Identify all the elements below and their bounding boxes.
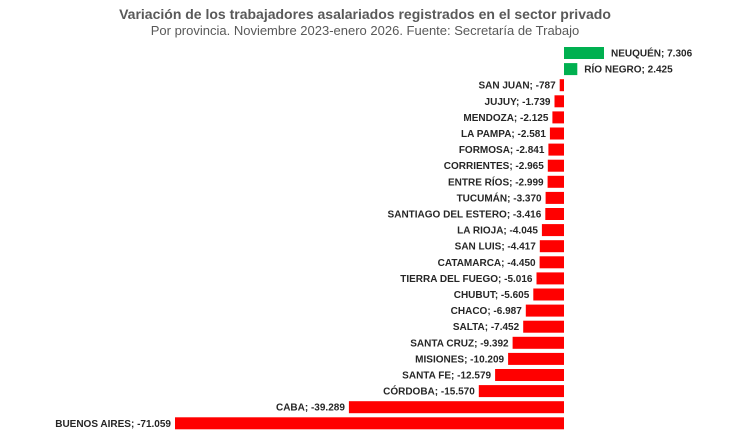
bar-label-cordoba: CÓRDOBA; -15.570: [383, 385, 475, 398]
bar-label-la-rioja: LA RIOJA; -4.045: [457, 226, 538, 237]
bar-mendoza: [552, 111, 564, 124]
bar-label-neuquen: NEUQUÉN; 7.306: [611, 47, 693, 60]
bar-label-chaco: CHACO; -6.987: [451, 306, 523, 317]
bar-label-buenos-aires: BUENOS AIRES; -71.059: [55, 419, 171, 430]
bar-label-la-pampa: LA PAMPA; -2.581: [461, 129, 546, 140]
bar-la-rioja: [541, 224, 564, 237]
bar-label-misiones: MISIONES; -10.209: [415, 354, 504, 365]
bar-label-san-luis: SAN LUIS; -4.417: [455, 242, 537, 253]
bar-label-corrientes: CORRIENTES; -2.965: [444, 161, 544, 172]
bar-jujuy: [554, 95, 564, 108]
bar-label-jujuy: JUJUY; -1.739: [485, 97, 551, 108]
bar-label-caba: CABA; -39.289: [276, 403, 345, 414]
bar-label-santa-cruz: SANTA CRUZ; -9.392: [410, 338, 509, 349]
bar-neuquen: [564, 47, 604, 59]
bar-label-santiago-del-estero: SANTIAGO DEL ESTERO; -3.416: [388, 210, 542, 221]
bar-san-luis: [539, 240, 564, 253]
bar-formosa: [548, 143, 564, 156]
bar-label-salta: SALTA; -7.452: [453, 322, 520, 333]
bar-santa-fe: [495, 369, 564, 381]
bar-chaco: [525, 304, 564, 317]
bar-rio-negro: [564, 63, 578, 76]
chart-subtitle: Por provincia. Noviembre 2023-enero 2026…: [150, 23, 580, 38]
bar-label-rio-negro: RÍO NEGRO; 2.425: [584, 63, 673, 76]
bar-label-formosa: FORMOSA; -2.841: [459, 145, 545, 156]
bar-san-juan: [559, 79, 564, 92]
bar-santa-cruz: [512, 336, 564, 349]
bar-label-tierra-del-fuego: TIERRA DEL FUEGO; -5.016: [400, 274, 533, 285]
bar-tierra-del-fuego: [536, 272, 564, 285]
bar-label-tucuman: TUCUMÁN; -3.370: [457, 191, 542, 204]
bar-catamarca: [539, 256, 564, 269]
bar-caba: [348, 401, 564, 414]
bar-label-santa-fe: SANTA FE; -12.579: [402, 371, 491, 382]
bar-buenos-aires: [175, 417, 564, 430]
bar-label-chubut: CHUBUT; -5.605: [454, 290, 530, 301]
bar-misiones: [508, 352, 564, 365]
bar-corrientes: [547, 159, 564, 172]
bar-salta: [523, 320, 564, 333]
bar-label-catamarca: CATAMARCA; -4.450: [438, 258, 536, 269]
bar-santiago-del-estero: [545, 208, 564, 220]
bar-label-entre-rios: ENTRE RÍOS; -2.999: [448, 175, 544, 188]
bar-la-pampa: [549, 127, 564, 140]
bar-label-mendoza: MENDOZA; -2.125: [463, 113, 548, 124]
bar-cordoba: [478, 385, 564, 398]
chart-title: Variación de los trabajadores asalariado…: [119, 6, 611, 22]
bar-label-san-juan: SAN JUAN; -787: [478, 81, 556, 92]
bar-tucuman: [545, 191, 564, 204]
bar-entre-rios: [547, 175, 564, 188]
bar-chubut: [533, 288, 564, 301]
